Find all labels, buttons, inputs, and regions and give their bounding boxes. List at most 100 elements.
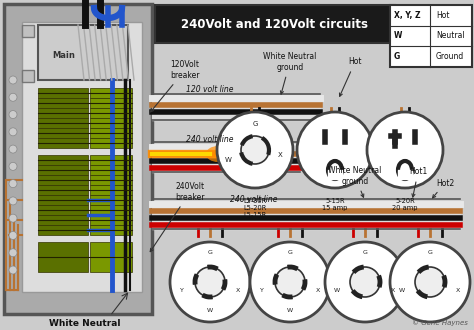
FancyBboxPatch shape — [38, 128, 88, 138]
Text: W: W — [399, 287, 405, 292]
Circle shape — [170, 242, 250, 322]
FancyBboxPatch shape — [38, 242, 88, 272]
Text: Hot: Hot — [339, 57, 362, 96]
Text: 240Volt
breaker: 240Volt breaker — [150, 182, 205, 252]
Text: Neutral: Neutral — [436, 31, 465, 41]
Ellipse shape — [398, 161, 412, 179]
Text: 120 volt line: 120 volt line — [186, 85, 234, 94]
Circle shape — [195, 267, 225, 297]
Text: Hot2: Hot2 — [433, 179, 454, 198]
Circle shape — [9, 249, 17, 257]
Text: G: G — [394, 52, 400, 61]
FancyBboxPatch shape — [90, 138, 132, 148]
Text: 240 volt line: 240 volt line — [186, 136, 234, 145]
Circle shape — [217, 112, 293, 188]
FancyBboxPatch shape — [38, 118, 88, 128]
Text: Hot1: Hot1 — [409, 168, 427, 197]
Circle shape — [367, 112, 443, 188]
Circle shape — [9, 162, 17, 170]
Text: W: W — [334, 287, 340, 292]
Text: White Neutral
ground: White Neutral ground — [328, 166, 382, 197]
Text: G: G — [208, 250, 212, 255]
Text: W: W — [394, 31, 402, 41]
Text: 240 volt line: 240 volt line — [230, 195, 277, 205]
Circle shape — [297, 112, 373, 188]
Text: White Neutral: White Neutral — [49, 318, 121, 327]
Circle shape — [275, 267, 305, 297]
FancyBboxPatch shape — [90, 175, 132, 185]
Circle shape — [325, 242, 405, 322]
Text: 5-20R
20 amp: 5-20R 20 amp — [392, 198, 418, 211]
Text: G: G — [288, 250, 292, 255]
Text: W: W — [225, 157, 231, 163]
FancyBboxPatch shape — [90, 215, 132, 225]
Text: X: X — [391, 287, 395, 292]
FancyBboxPatch shape — [38, 108, 88, 118]
Circle shape — [9, 180, 17, 188]
Text: 240Volt and 120Volt circuits: 240Volt and 120Volt circuits — [182, 18, 368, 31]
FancyBboxPatch shape — [90, 185, 132, 195]
Text: © Gene Haynes: © Gene Haynes — [412, 320, 468, 326]
FancyBboxPatch shape — [390, 5, 472, 67]
FancyBboxPatch shape — [38, 215, 88, 225]
FancyBboxPatch shape — [38, 185, 88, 195]
Circle shape — [9, 231, 17, 240]
FancyBboxPatch shape — [90, 165, 132, 175]
Circle shape — [415, 267, 445, 297]
Circle shape — [9, 197, 17, 205]
Text: W: W — [207, 308, 213, 313]
Circle shape — [9, 145, 17, 153]
Text: X, Y, Z: X, Y, Z — [394, 11, 420, 20]
FancyBboxPatch shape — [90, 242, 132, 272]
Text: X: X — [456, 287, 460, 292]
Circle shape — [9, 214, 17, 222]
Text: Main: Main — [52, 50, 75, 59]
FancyBboxPatch shape — [38, 165, 88, 175]
FancyBboxPatch shape — [38, 25, 128, 80]
Ellipse shape — [328, 161, 342, 179]
Circle shape — [241, 136, 269, 164]
FancyBboxPatch shape — [38, 205, 88, 215]
FancyBboxPatch shape — [22, 25, 34, 37]
FancyBboxPatch shape — [90, 225, 132, 235]
FancyBboxPatch shape — [22, 22, 142, 292]
Text: L5-30R
L5-20R
L5-15R: L5-30R L5-20R L5-15R — [243, 198, 267, 218]
Text: X: X — [316, 287, 320, 292]
Text: Y: Y — [260, 287, 264, 292]
FancyBboxPatch shape — [90, 108, 132, 118]
Text: X: X — [236, 287, 240, 292]
FancyBboxPatch shape — [90, 98, 132, 108]
FancyBboxPatch shape — [38, 155, 88, 165]
Circle shape — [9, 128, 17, 136]
Circle shape — [350, 267, 380, 297]
Text: White Neutral
ground: White Neutral ground — [264, 52, 317, 94]
Text: W: W — [287, 308, 293, 313]
Ellipse shape — [206, 146, 230, 162]
FancyBboxPatch shape — [155, 5, 395, 43]
FancyBboxPatch shape — [4, 4, 152, 314]
Text: 5-15R
15 amp: 5-15R 15 amp — [322, 198, 348, 211]
FancyBboxPatch shape — [90, 195, 132, 205]
Text: G: G — [363, 250, 367, 255]
FancyBboxPatch shape — [38, 98, 88, 108]
Circle shape — [9, 76, 17, 84]
FancyBboxPatch shape — [38, 175, 88, 185]
Text: G: G — [252, 121, 258, 127]
FancyBboxPatch shape — [22, 70, 34, 82]
FancyBboxPatch shape — [38, 138, 88, 148]
FancyBboxPatch shape — [90, 155, 132, 165]
Circle shape — [9, 93, 17, 101]
Circle shape — [9, 266, 17, 274]
Text: G: G — [428, 250, 432, 255]
Circle shape — [390, 242, 470, 322]
FancyBboxPatch shape — [90, 118, 132, 128]
FancyBboxPatch shape — [90, 88, 132, 98]
FancyBboxPatch shape — [90, 205, 132, 215]
FancyBboxPatch shape — [38, 195, 88, 205]
Text: 120Volt
breaker: 120Volt breaker — [151, 60, 200, 112]
FancyBboxPatch shape — [90, 128, 132, 138]
Text: Ground: Ground — [436, 52, 464, 61]
FancyBboxPatch shape — [38, 88, 88, 98]
Text: Y: Y — [180, 287, 184, 292]
Text: Hot: Hot — [436, 11, 449, 20]
